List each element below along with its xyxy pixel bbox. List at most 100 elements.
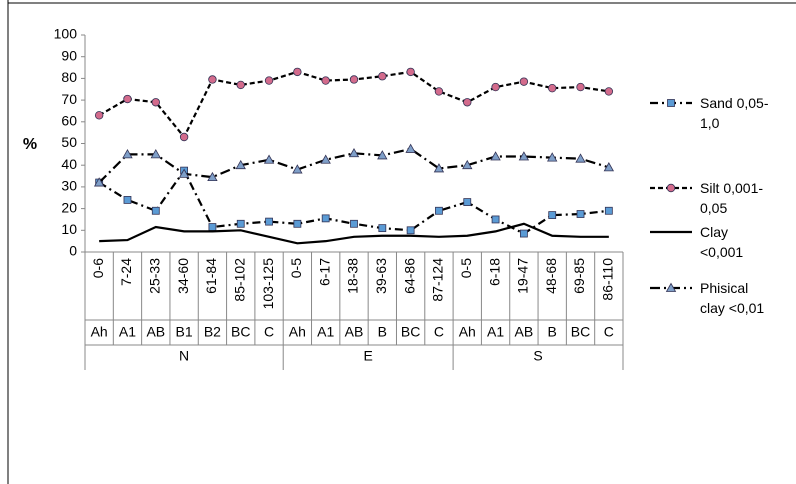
data-point [434,87,444,96]
y-tick-label: 30 [61,178,77,194]
x-tick-label: 25-33 [146,258,162,294]
series-line [99,222,609,245]
data-point [604,206,613,215]
data-point [349,75,359,84]
data-point [293,67,302,77]
x-tick-label: 0-6 [90,258,106,278]
horizon-label: A1 [487,324,504,340]
horizon-label: B [548,324,557,340]
data-point [462,159,473,170]
data-point [151,98,160,107]
data-point [94,111,104,120]
horizon-label: C [604,324,614,340]
data-point [548,211,557,220]
y-tick-label: 40 [61,156,77,172]
data-point [547,152,558,162]
data-point [604,87,614,96]
y-tick-label: 10 [61,221,77,237]
legend-marker [667,99,675,107]
data-point [405,143,416,153]
data-point [406,67,415,77]
data-point [433,163,445,173]
horizon-label: Ah [289,324,306,340]
x-tick-label: 19-47 [515,258,531,294]
horizon-label: Ah [459,324,476,340]
x-tick-label: 0-5 [288,258,304,278]
data-point [208,223,217,231]
data-point [491,82,500,92]
legend-label: Silt 0,001-0,05 [700,180,764,216]
data-point [548,83,557,93]
data-point [178,168,190,178]
data-point [123,196,132,204]
data-point [292,164,303,174]
x-tick-label: 48-68 [543,258,559,294]
x-tick-label: 103-125 [260,258,276,310]
legend-marker [665,282,677,292]
legend-label: Clay <0,001 [700,224,744,260]
y-tick-label: 70 [61,91,77,107]
y-tick-label: 90 [61,47,77,63]
data-point [603,162,615,172]
data-point [151,206,160,215]
data-point [320,154,331,164]
data-point [491,215,500,224]
data-point [519,77,529,86]
horizon-label: A1 [119,324,136,340]
x-tick-label: 86-110 [600,258,616,301]
horizon-label: C [264,324,274,340]
y-tick-label: 100 [54,26,78,42]
x-tick-label: 34-60 [175,258,191,294]
x-tick-label: 7-24 [118,258,134,286]
x-tick-label: 6-18 [486,258,502,286]
data-point [519,229,528,238]
x-tick-label: 85-102 [231,258,247,302]
data-point [463,98,472,107]
group-label: S [533,348,542,364]
x-tick-label: 61-84 [203,258,219,294]
horizon-label: B [378,324,387,340]
data-point [490,151,501,161]
x-tick-label: 39-63 [373,258,389,294]
horizon-label: AB [146,324,165,340]
data-point [264,76,274,85]
data-point [122,149,133,159]
data-point [321,214,330,223]
data-point [207,171,218,182]
horizon-label: Ah [91,324,108,340]
data-point [179,132,189,142]
x-tick-label: 87-124 [430,258,446,302]
x-tick-label: 64-86 [401,258,417,294]
legend-label: Phisical clay <0,01 [700,280,765,316]
x-tick-label: 6-17 [316,258,332,286]
data-point [518,151,530,161]
data-point [150,149,161,159]
horizon-label: BC [571,324,590,340]
horizon-label: AB [345,324,364,340]
y-tick-label: 0 [69,243,77,259]
data-point [350,219,358,228]
x-tick-label: 18-38 [345,258,361,294]
data-point [235,159,246,170]
data-point [236,80,245,90]
data-point [576,210,585,218]
horizon-label: B1 [176,324,193,340]
y-tick-label: 50 [61,134,77,150]
horizon-label: A1 [317,324,334,340]
data-point [236,219,245,228]
data-point [463,198,472,206]
legend-label: Sand 0,05-1,0 [700,95,769,131]
y-axis-label: % [23,136,37,153]
data-point [435,206,443,215]
data-point [575,153,586,163]
data-point [378,224,387,233]
y-tick-label: 20 [61,199,77,215]
data-point [406,226,415,235]
data-point [93,177,105,187]
legend-marker [666,183,676,193]
group-label: N [179,348,189,364]
horizon-label: BC [401,324,420,340]
x-tick-label: 69-85 [571,258,587,294]
data-point [123,94,132,104]
